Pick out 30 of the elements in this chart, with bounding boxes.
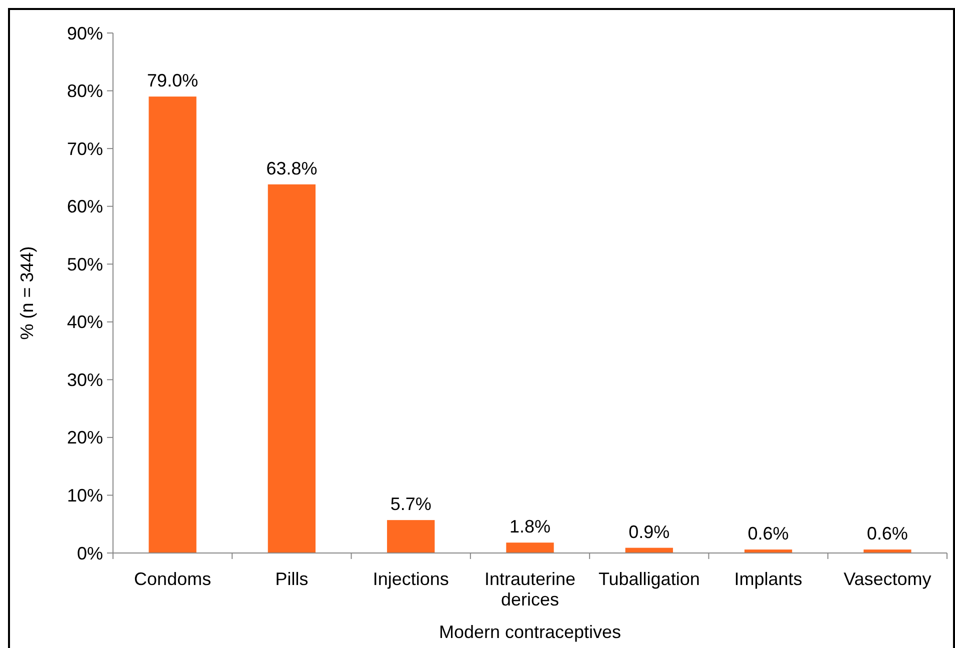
y-tick-label: 70% — [66, 138, 103, 159]
bar — [148, 96, 196, 553]
y-tick-label: 10% — [66, 486, 103, 506]
y-tick-label: 80% — [66, 81, 103, 102]
x-tick-label: Condoms — [134, 569, 212, 589]
y-tick-label: 90% — [66, 23, 103, 44]
y-tick-label: 60% — [66, 196, 103, 217]
bar — [387, 520, 435, 553]
x-tick-label: Pills — [275, 569, 308, 589]
y-tick-label: 0% — [76, 543, 103, 564]
y-tick-label: 40% — [66, 312, 103, 332]
y-axis-title: % (n = 344) — [17, 246, 37, 340]
data-label: 0.9% — [628, 522, 670, 542]
x-tick-label: Tuballigation — [598, 569, 700, 589]
data-label: 0.6% — [866, 524, 908, 544]
x-tick-label: Implants — [734, 569, 802, 589]
x-tick-label: Vasectomy — [844, 569, 932, 589]
data-label: 1.8% — [509, 516, 551, 537]
x-tick-label: Injections — [372, 569, 449, 589]
data-label: 79.0% — [147, 70, 198, 91]
x-tick-label: Intrauterine derices — [484, 569, 576, 610]
data-label: 0.6% — [748, 524, 789, 544]
data-label: 5.7% — [390, 494, 432, 514]
y-tick-label: 30% — [66, 370, 103, 390]
bar — [268, 184, 316, 553]
x-axis-title: Modern contraceptives — [438, 622, 622, 642]
y-tick-label: 50% — [66, 254, 103, 274]
bar — [506, 542, 554, 553]
data-label: 63.8% — [266, 158, 318, 178]
y-tick-label: 20% — [66, 428, 103, 448]
